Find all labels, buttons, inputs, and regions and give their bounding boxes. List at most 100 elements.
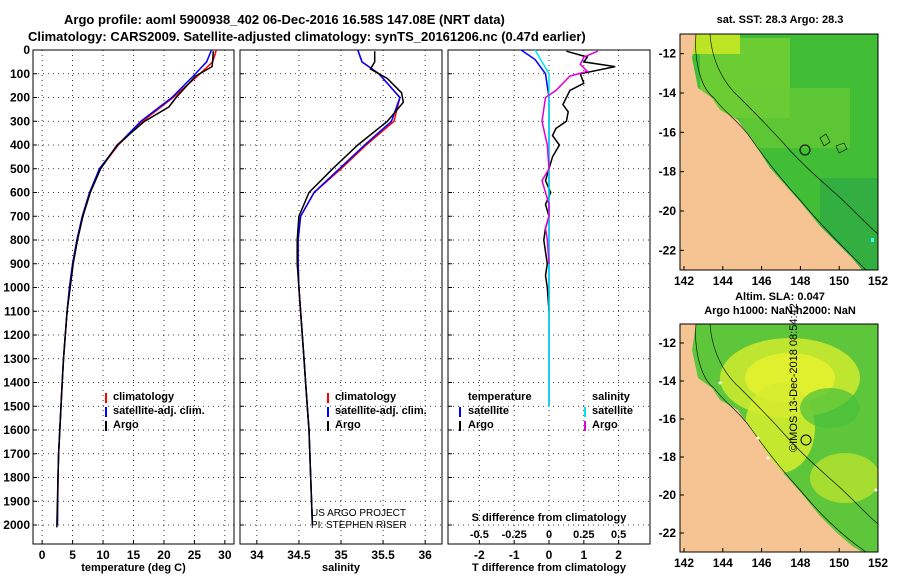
temperature-series-argo <box>56 51 215 528</box>
map-xtick-label: 144 <box>713 274 733 288</box>
difference-top-xtick-label: 0.25 <box>573 529 594 541</box>
credit-pi: PI: STEPHEN RISER <box>311 520 407 531</box>
diff-legend-temp-argo: Argo <box>468 419 494 431</box>
map-xtick-label: 142 <box>674 274 694 288</box>
temperature-xtick-label: 0 <box>39 548 46 562</box>
temperature-xtick-label: 20 <box>157 548 171 562</box>
difference-series-t-argo <box>543 50 616 312</box>
map-ytick-label: -14 <box>659 86 677 100</box>
depth-tick-label: 1900 <box>3 494 30 508</box>
depth-tick-label: 0 <box>23 43 30 57</box>
depth-tick-label: 900 <box>10 257 30 271</box>
salinity-xtick-label: 35.5 <box>371 548 395 562</box>
depth-tick-label: 1700 <box>3 447 30 461</box>
map-xtick-label: 150 <box>829 556 849 570</box>
credit-project: US ARGO PROJECT <box>311 508 407 519</box>
salinity-panel-frame <box>239 49 443 545</box>
depth-tick-label: 1600 <box>3 423 30 437</box>
salinity-series-argo <box>296 51 405 526</box>
diff-legend-sal-argo: Argo <box>592 419 618 431</box>
map-ytick-label: -14 <box>659 374 677 388</box>
sal-legend-satellite: satellite-adj. clim. <box>335 405 427 417</box>
map-xtick-label: 146 <box>752 274 772 288</box>
sla-map <box>680 324 878 552</box>
diff-legend-temp-satellite: satellite <box>468 405 509 417</box>
difference-top-xtick-label: 0.5 <box>611 529 626 541</box>
depth-tick-label: 1500 <box>3 399 30 413</box>
salinity-xtick-label: 36 <box>418 548 432 562</box>
difference-top-xlabel: S difference from climatology <box>471 512 627 524</box>
salinity-xtick-label: 34.5 <box>287 548 311 562</box>
title-line-2: Climatology: CARS2009. Satellite-adjuste… <box>28 29 586 44</box>
depth-tick-label: 1200 <box>3 328 30 342</box>
salinity-xtick-label: 34 <box>250 548 264 562</box>
map-xtick-label: 148 <box>790 556 810 570</box>
difference-xlabel: T difference from climatology <box>471 562 627 574</box>
sal-legend-climatology: climatology <box>335 391 397 403</box>
diff-legend-sal-title: salinity <box>592 391 630 403</box>
difference-xtick-label: 2 <box>615 548 622 562</box>
sal-legend-argo: Argo <box>335 419 361 431</box>
difference-top-xtick-label: 0 <box>546 529 552 541</box>
map-xtick-label: 142 <box>674 556 694 570</box>
map-ytick-label: -18 <box>659 450 677 464</box>
depth-tick-label: 1100 <box>4 304 30 318</box>
temperature-xtick-label: 10 <box>96 548 110 562</box>
temp-legend-climatology: climatology <box>113 391 175 403</box>
sla-land <box>680 324 862 552</box>
depth-tick-label: 1400 <box>3 376 30 390</box>
map-xtick-label: 150 <box>829 274 849 288</box>
sst-map <box>680 34 878 270</box>
map-ytick-label: -16 <box>659 412 677 426</box>
difference-xtick-label: 0 <box>546 548 553 562</box>
watermark: ©IMOS 13-Dec-2018 08:54:42 <box>788 303 800 452</box>
temperature-xtick-label: 5 <box>69 548 76 562</box>
temp-legend-satellite: satellite-adj. clim. <box>113 405 205 417</box>
depth-tick-label: 500 <box>10 162 30 176</box>
diff-legend-sal-satellite: satellite <box>592 405 633 417</box>
depth-tick-label: 1000 <box>3 281 30 295</box>
maps-graphic: -12 -14 -16 -18 -20 -22 142 144 146 148 150 152 -12 -… <box>659 33 888 570</box>
difference-xtick-label: -1 <box>509 548 520 562</box>
map-xtick-label: 152 <box>868 274 888 288</box>
temperature-xtick-label: 15 <box>127 548 141 562</box>
temperature-xtick-label: 25 <box>188 548 202 562</box>
sst-land <box>680 34 862 270</box>
salinity-xlabel: salinity <box>322 562 360 574</box>
map-ytick-label: -20 <box>659 204 677 218</box>
depth-tick-label: 400 <box>10 138 30 152</box>
depth-tick-label: 1300 <box>3 352 30 366</box>
temp-legend-argo: Argo <box>113 419 139 431</box>
map-ytick-label: -20 <box>659 488 677 502</box>
sla-map-title-2: Argo h1000: NaN h2000: NaN <box>704 305 856 317</box>
sla-map-title-1: Altim. SLA: 0.047 <box>735 291 825 303</box>
difference-series-s-argo <box>541 50 599 264</box>
depth-tick-label: 1800 <box>3 471 30 485</box>
map-xtick-label: 146 <box>752 556 772 570</box>
difference-xtick-label: -2 <box>474 548 485 562</box>
map-ytick-label: -22 <box>659 243 677 257</box>
difference-top-xtick-label: -0.5 <box>470 529 489 541</box>
title-line-1: Argo profile: aoml 5900938_402 06-Dec-20… <box>64 12 505 27</box>
map-ytick-label: -12 <box>659 336 677 350</box>
depth-tick-label: 100 <box>10 67 30 81</box>
difference-xtick-label: 1 <box>580 548 587 562</box>
salinity-xtick-label: 35 <box>334 548 348 562</box>
temperature-xlabel: temperature (deg C) <box>81 562 186 574</box>
depth-tick-label: 200 <box>10 91 30 105</box>
depth-tick-label: 2000 <box>3 518 30 532</box>
temperature-panel-frame <box>32 49 235 545</box>
temperature-xtick-label: 30 <box>218 548 232 562</box>
difference-top-xtick-label: -0.25 <box>502 529 527 541</box>
map-ytick-label: -22 <box>659 526 677 540</box>
sst-map-title: sat. SST: 28.3 Argo: 28.3 <box>716 14 844 26</box>
depth-tick-label: 300 <box>10 114 30 128</box>
diff-legend-temp-title: temperature <box>468 391 532 403</box>
map-xtick-label: 148 <box>790 274 810 288</box>
depth-tick-label: 600 <box>10 186 30 200</box>
map-xtick-label: 152 <box>868 556 888 570</box>
map-xtick-label: 144 <box>713 556 733 570</box>
depth-tick-label: 800 <box>10 233 30 247</box>
map-ytick-label: -16 <box>659 125 677 139</box>
profile-plots: 0 5 10 15 20 25 30 34 34.5 35 35.5 36 -2 -1 0 1 2 -0.5 -0.… <box>3 43 651 562</box>
